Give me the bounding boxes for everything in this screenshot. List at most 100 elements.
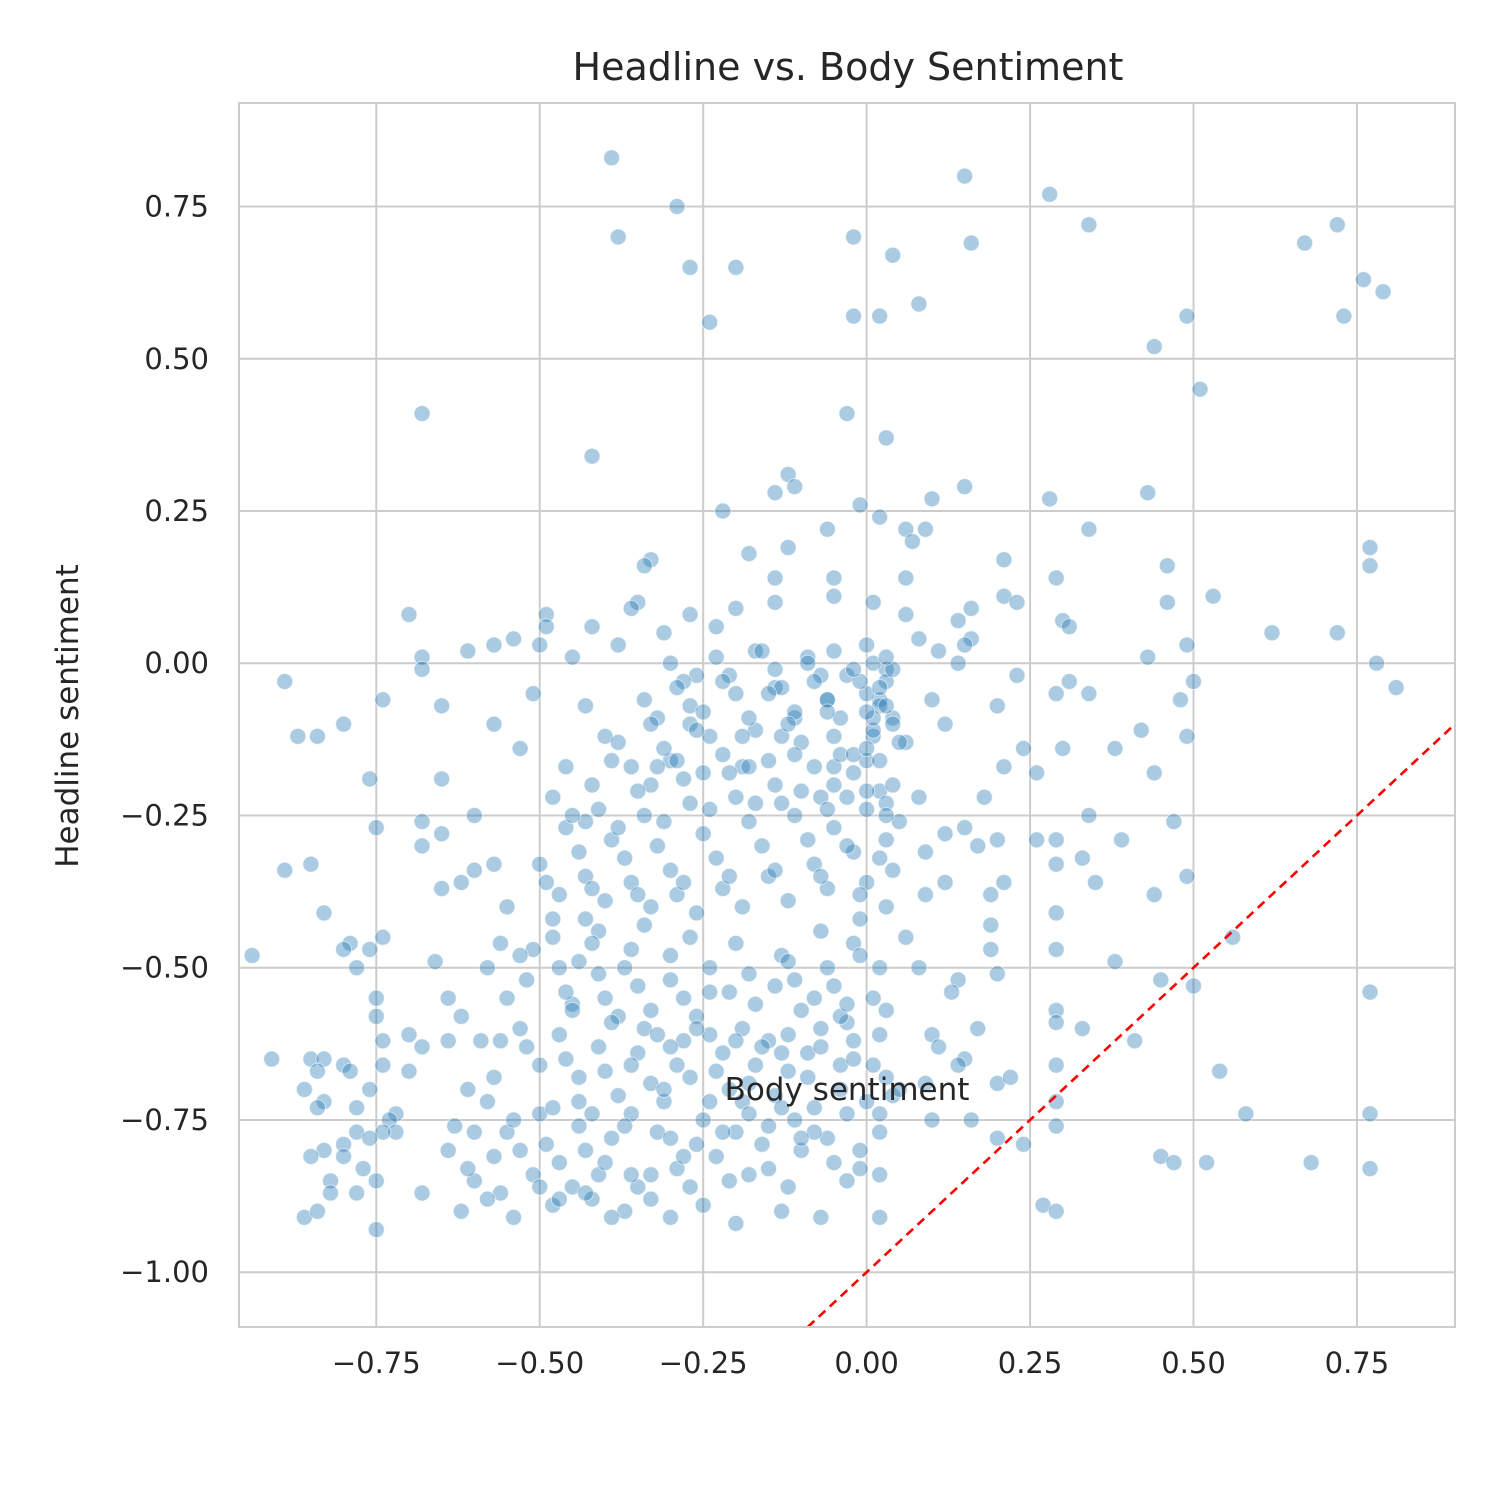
- scatter-point: [1263, 624, 1281, 642]
- scatter-point: [825, 569, 843, 587]
- scatter-point: [727, 1214, 745, 1232]
- scatter-point: [374, 928, 392, 946]
- scatter-point: [995, 551, 1013, 569]
- scatter-point: [688, 721, 706, 739]
- scatter-point: [910, 788, 928, 806]
- scatter-point: [727, 1123, 745, 1141]
- scatter-point: [838, 405, 856, 423]
- scatter-point: [877, 1001, 895, 1019]
- scatter-point: [962, 630, 980, 648]
- scatter-point: [858, 782, 876, 800]
- scatter-point: [583, 776, 601, 794]
- scatter-point: [1158, 593, 1176, 611]
- scatter-point: [478, 959, 496, 977]
- scatter-point: [596, 1154, 614, 1172]
- scatter-point: [550, 959, 568, 977]
- scatter-point: [1047, 1117, 1065, 1135]
- scatter-point: [740, 709, 758, 727]
- scatter-point: [681, 1178, 699, 1196]
- scatter-point: [413, 837, 431, 855]
- scatter-point: [779, 715, 797, 733]
- scatter-point: [845, 228, 863, 246]
- scatter-point: [1015, 739, 1033, 757]
- scatter-point: [361, 940, 379, 958]
- scatter-point: [616, 959, 634, 977]
- scatter-point: [622, 940, 640, 958]
- grid-layer: [239, 103, 1455, 1327]
- scatter-point: [753, 837, 771, 855]
- scatter-point: [714, 1044, 732, 1062]
- scatter-point: [956, 1050, 974, 1068]
- scatter-point: [361, 1081, 379, 1099]
- scatter-point: [877, 794, 895, 812]
- scatter-point: [1047, 855, 1065, 873]
- scatter-point: [871, 1123, 889, 1141]
- scatter-point: [805, 1099, 823, 1117]
- scatter-point: [858, 1093, 876, 1111]
- scatter-point: [864, 989, 882, 1007]
- x-axis-label: Body sentiment: [725, 1072, 970, 1108]
- scatter-point: [537, 1135, 555, 1153]
- scatter-point: [537, 618, 555, 636]
- scatter-point: [910, 630, 928, 648]
- scatter-point: [557, 758, 575, 776]
- scatter-point: [897, 733, 915, 751]
- scatter-point: [661, 971, 679, 989]
- scatter-point: [570, 953, 588, 971]
- scatter-point: [616, 849, 634, 867]
- scatter-point: [452, 1007, 470, 1025]
- scatter-point: [518, 1038, 536, 1056]
- scatter-point: [635, 806, 653, 824]
- scatter-point: [818, 959, 836, 977]
- scatter-point: [838, 788, 856, 806]
- scatter-point: [733, 898, 751, 916]
- scatter-point: [916, 1074, 934, 1092]
- scatter-point: [740, 1166, 758, 1184]
- scatter-point: [1015, 1135, 1033, 1153]
- scatter-point: [838, 1172, 856, 1190]
- scatter-point: [413, 405, 431, 423]
- scatter-point: [629, 593, 647, 611]
- y-tick-label: 0.75: [144, 190, 209, 224]
- scatter-point: [675, 1147, 693, 1165]
- scatter-point: [851, 1160, 869, 1178]
- scatter-point: [916, 843, 934, 861]
- scatter-point: [465, 1123, 483, 1141]
- scatter-point: [825, 776, 843, 794]
- scatter-point: [1361, 1160, 1379, 1178]
- scatter-point: [1198, 1154, 1216, 1172]
- scatter-point: [746, 794, 764, 812]
- scatter-point: [903, 532, 921, 550]
- scatter-point: [433, 825, 451, 843]
- scatter-point: [694, 1196, 712, 1214]
- scatter-point: [975, 788, 993, 806]
- scatter-point: [799, 654, 817, 672]
- scatter-point: [505, 630, 523, 648]
- scatter-point: [760, 685, 778, 703]
- scatter-point: [335, 1135, 353, 1153]
- scatter-point: [433, 770, 451, 788]
- scatter-point: [609, 636, 627, 654]
- scatter-point: [851, 910, 869, 928]
- scatter-point: [1328, 216, 1346, 234]
- scatter-point: [871, 1105, 889, 1123]
- scatter-point: [825, 587, 843, 605]
- scatter-point: [629, 782, 647, 800]
- scatter-point: [1354, 271, 1372, 289]
- scatter-point: [825, 819, 843, 837]
- scatter-point: [871, 508, 889, 526]
- scatter-point: [1361, 557, 1379, 575]
- scatter-point: [315, 904, 333, 922]
- x-tick-label: 0.75: [1325, 1346, 1390, 1380]
- scatter-point: [1361, 539, 1379, 557]
- scatter-point: [1060, 673, 1078, 691]
- x-tick-labels: −0.75 −0.50 −0.25 0.00 0.25 0.50 0.75: [332, 1346, 1389, 1380]
- scatter-point: [773, 1202, 791, 1220]
- scatter-point: [831, 746, 849, 764]
- scatter-point: [818, 800, 836, 818]
- scatter-point: [603, 752, 621, 770]
- scatter-point: [701, 800, 719, 818]
- scatter-point: [818, 520, 836, 538]
- scatter-point: [583, 447, 601, 465]
- scatter-point: [760, 1160, 778, 1178]
